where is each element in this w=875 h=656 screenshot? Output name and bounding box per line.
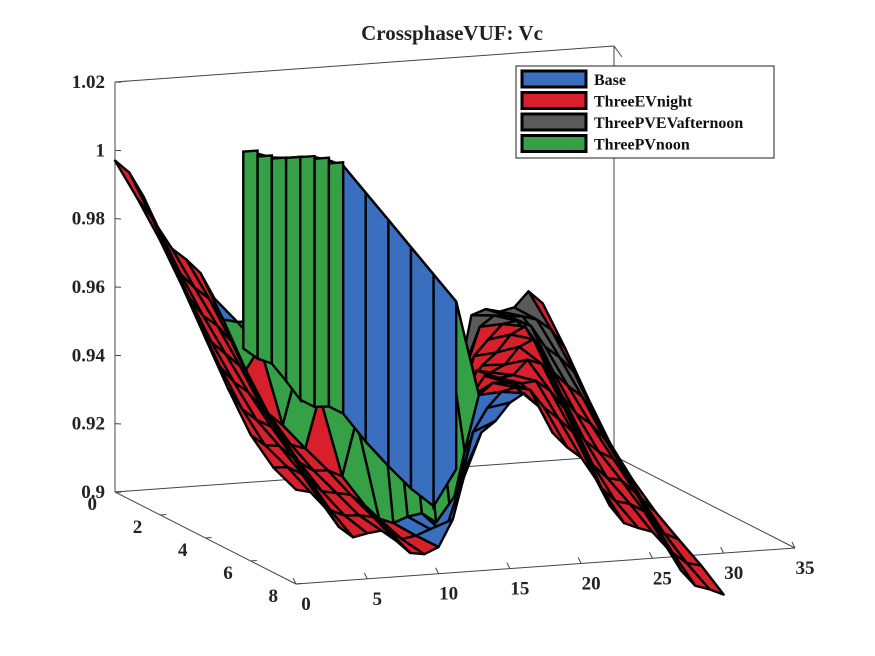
surface-patch xyxy=(272,466,312,494)
x-tick-mark xyxy=(720,546,725,554)
right-floor-edge-y xyxy=(613,455,796,549)
legend-swatch xyxy=(520,134,588,153)
surface-wall-patch xyxy=(313,156,331,409)
surface-wall-patch xyxy=(364,189,390,470)
z-tick-label: 1.02 xyxy=(72,72,105,93)
x-tick-label: 5 xyxy=(373,589,383,610)
x-tick-mark xyxy=(435,567,440,574)
x-tick-label: 30 xyxy=(724,563,743,584)
legend-swatch xyxy=(520,91,588,110)
y-tick-mark xyxy=(160,514,167,516)
z-tick-label: 1 xyxy=(96,140,106,161)
y-tick-label: 8 xyxy=(269,586,279,607)
surface-wall-patch xyxy=(327,161,345,416)
legend-layer: Base ThreeEVnight ThreePVEVafternoon ThreeP… xyxy=(515,65,775,159)
y-tick-label: 6 xyxy=(223,563,233,584)
legend-label: ThreePVnoon xyxy=(594,137,690,154)
surface-wall-patch xyxy=(409,243,435,509)
y-tick-label: 0 xyxy=(88,494,98,515)
z-tick-label: 0.94 xyxy=(72,345,106,366)
surface-layer xyxy=(113,149,725,596)
x-axis-line xyxy=(295,547,796,585)
x-tick-mark xyxy=(292,577,297,585)
x-tick-mark xyxy=(791,541,796,549)
surface-wall-patch xyxy=(270,156,288,385)
x-tick-label: 25 xyxy=(653,568,672,589)
y-tick-mark xyxy=(250,560,257,562)
back-top-edge xyxy=(114,45,615,83)
z-tick-label: 0.92 xyxy=(72,414,105,435)
x-tick-mark xyxy=(506,562,511,569)
legend-label: Base xyxy=(594,72,626,89)
z-tick-label: 0.9 xyxy=(81,482,105,503)
x-tick-label: 10 xyxy=(439,584,458,605)
surface-wall-patch xyxy=(284,155,302,404)
x-tick-mark xyxy=(577,557,582,564)
x-tick-label: 15 xyxy=(510,579,529,600)
surface-wall-patch xyxy=(432,271,458,511)
x-tick-label: 20 xyxy=(582,573,601,594)
legend-label: ThreeEVnight xyxy=(594,94,693,111)
y-tick-mark xyxy=(295,583,303,585)
chart-title: CrossphaseVUF: Vc xyxy=(361,21,543,45)
y-tick-mark xyxy=(114,491,122,493)
y-tick-label: 2 xyxy=(133,517,143,538)
x-tick-mark xyxy=(363,572,368,580)
surface-wall-patch xyxy=(299,154,316,409)
x-tick-label: 0 xyxy=(301,594,311,615)
legend-swatch xyxy=(520,69,588,89)
ticks-layer: 0.9 0.92 0.94 0.96 0.98 1 1.02 0 2 4 6 8 0 5 10 15 20 25 3… xyxy=(72,72,815,615)
legend-label: ThreePVEVafternoon xyxy=(594,115,743,132)
surface-wall-patch xyxy=(387,216,413,492)
x-tick-mark xyxy=(648,552,653,559)
surface-wall-patch xyxy=(341,162,367,445)
back-top-corner xyxy=(613,45,623,58)
x-tick-label: 35 xyxy=(796,558,815,579)
y-tick-mark xyxy=(205,537,212,539)
z-tick-label: 0.96 xyxy=(72,277,105,298)
z-tick-label: 0.98 xyxy=(72,209,105,230)
surface-wall-patch xyxy=(242,149,259,361)
y-tick-label: 4 xyxy=(178,540,188,561)
surface-wall-patch xyxy=(256,154,273,366)
legend-swatch xyxy=(520,112,588,132)
